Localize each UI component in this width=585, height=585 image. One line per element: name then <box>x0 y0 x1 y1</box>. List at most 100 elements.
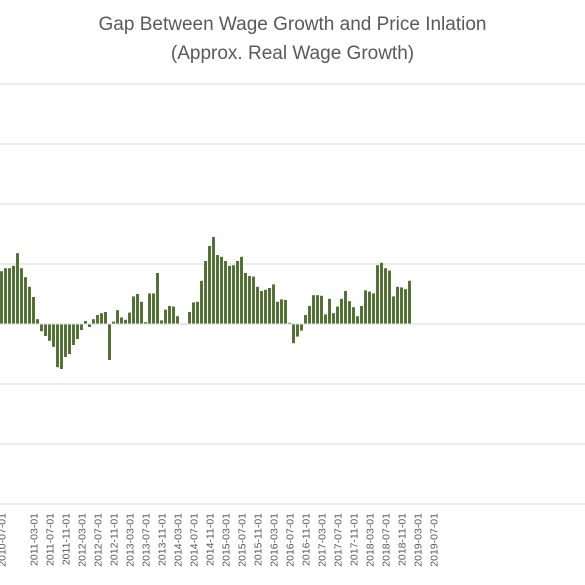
bar <box>296 324 299 337</box>
x-tick-label: 2010-07-01 <box>0 513 9 567</box>
bar <box>4 268 7 324</box>
bar <box>292 324 295 344</box>
bar <box>120 317 123 324</box>
bar <box>212 237 215 324</box>
bar <box>152 293 155 324</box>
bar <box>340 298 343 324</box>
bar <box>208 246 211 324</box>
bar <box>380 262 383 324</box>
bar <box>196 301 199 324</box>
bar <box>72 324 75 345</box>
x-tick-label: 2011-07-01 <box>45 513 57 566</box>
x-tick-label: 2018-11-01 <box>397 513 409 566</box>
x-tick-label: 2013-07-01 <box>141 513 153 567</box>
bar <box>316 295 319 324</box>
gridlines <box>0 83 585 505</box>
bar <box>348 301 351 324</box>
bar <box>260 291 263 324</box>
x-tick-label: 2017-07-01 <box>333 513 345 567</box>
bar <box>392 296 395 324</box>
bar <box>364 290 367 324</box>
bar <box>48 324 51 341</box>
bar <box>68 324 71 354</box>
x-tick-label: 2012-07-01 <box>93 513 105 567</box>
bar <box>320 295 323 324</box>
bar <box>156 273 159 324</box>
bar <box>200 280 203 324</box>
bar <box>408 280 411 324</box>
bar <box>220 256 223 324</box>
bar <box>352 307 355 324</box>
bar <box>276 301 279 324</box>
bar <box>28 286 31 324</box>
chart-title: Gap Between Wage Growth and Price Inlati… <box>98 14 487 35</box>
bar <box>124 319 127 324</box>
x-tick-label: 2012-03-01 <box>77 513 89 567</box>
bar <box>396 286 399 324</box>
bar <box>336 306 339 324</box>
x-tick-label: 2013-11-01 <box>157 513 169 566</box>
bar <box>16 253 19 324</box>
bar <box>244 273 247 324</box>
bar <box>172 306 175 324</box>
bar <box>384 268 387 324</box>
bar <box>312 295 315 324</box>
bar <box>232 265 235 324</box>
bar <box>176 316 179 324</box>
bar <box>236 261 239 324</box>
bar <box>44 324 47 336</box>
bar <box>40 324 43 332</box>
x-tick-label: 2011-11-01 <box>61 513 73 565</box>
bar-series <box>0 237 411 369</box>
bar <box>332 313 335 324</box>
bar <box>264 289 267 324</box>
bar <box>288 322 291 324</box>
bar <box>324 314 327 324</box>
x-tick-label: 2011-03-01 <box>29 513 41 566</box>
bar <box>136 294 139 324</box>
bar <box>284 300 287 324</box>
bar <box>216 255 219 324</box>
bar <box>24 277 27 324</box>
bar <box>356 316 359 324</box>
x-tick-label: 2019-03-01 <box>413 513 425 567</box>
bar <box>20 268 23 324</box>
x-tick-label: 2016-11-01 <box>301 513 313 566</box>
bar <box>368 291 371 324</box>
bar <box>12 265 15 324</box>
bar <box>400 287 403 324</box>
bar <box>344 291 347 324</box>
bar <box>272 284 275 324</box>
x-tick-label: 2018-03-01 <box>365 513 377 567</box>
bar <box>360 306 363 324</box>
bar <box>280 299 283 324</box>
bar <box>328 298 331 324</box>
bar <box>108 324 111 360</box>
x-tick-label: 2016-03-01 <box>269 513 281 567</box>
x-tick-label: 2017-03-01 <box>317 513 329 567</box>
bar <box>404 289 407 324</box>
bar <box>116 310 119 324</box>
bar <box>8 268 11 324</box>
bar <box>0 271 3 324</box>
x-tick-label: 2015-07-01 <box>237 513 249 567</box>
bar <box>300 324 303 331</box>
x-tick-label: 2016-07-01 <box>285 513 297 567</box>
bar <box>112 321 115 324</box>
x-tick-label: 2017-11-01 <box>349 513 361 566</box>
bar <box>168 306 171 324</box>
bar <box>160 320 163 324</box>
bar <box>128 312 131 324</box>
bar <box>76 324 79 339</box>
bar <box>52 324 55 347</box>
bar <box>144 322 147 324</box>
bar <box>164 309 167 324</box>
bar <box>388 270 391 324</box>
bar <box>188 312 191 324</box>
bar <box>88 324 91 327</box>
bar <box>96 315 99 324</box>
bar <box>64 324 67 357</box>
bar <box>252 276 255 324</box>
x-tick-label: 2012-11-01 <box>109 513 121 566</box>
